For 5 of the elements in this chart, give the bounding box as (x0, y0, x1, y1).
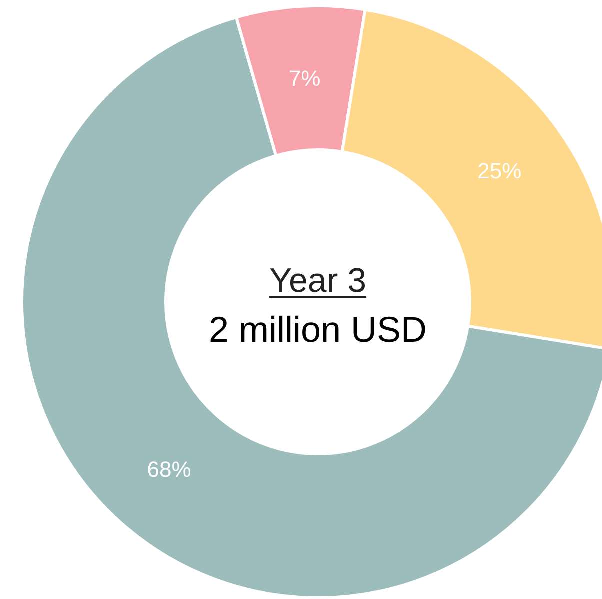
text: 2 million USD (208, 309, 428, 350)
text: Year 3 (269, 262, 367, 300)
data-label: 25% (478, 158, 522, 184)
data-label: 7% (288, 66, 321, 92)
data-label: 68% (147, 457, 192, 482)
